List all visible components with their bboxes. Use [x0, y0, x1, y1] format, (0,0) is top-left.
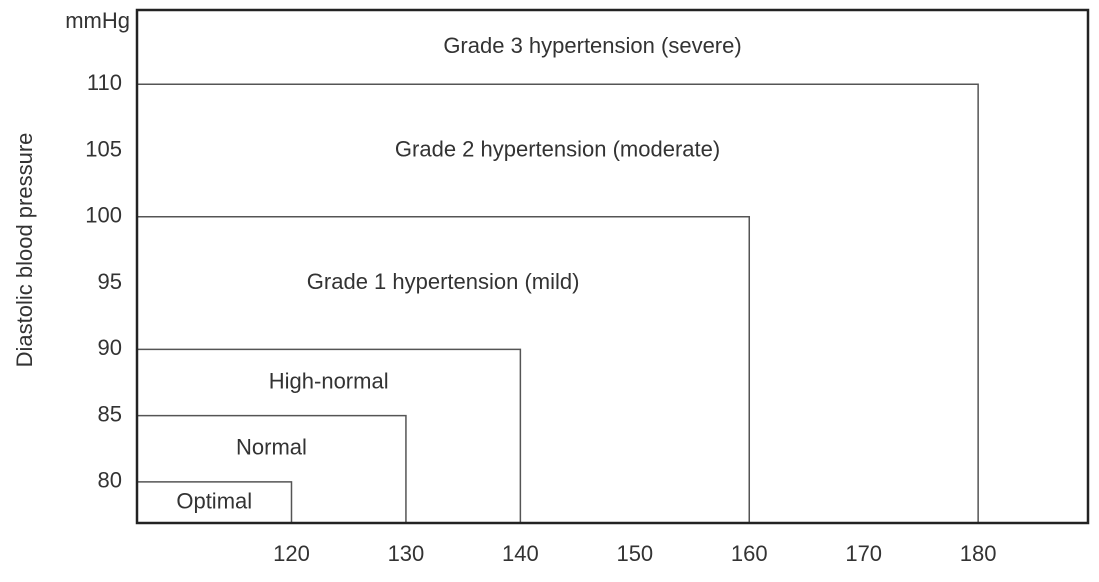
region-label: Grade 1 hypertension (mild)	[307, 269, 580, 294]
x-tick-label: 130	[388, 541, 425, 566]
y-tick-label: 90	[98, 335, 122, 360]
y-unit: mmHg	[65, 8, 130, 33]
y-tick-label: 95	[98, 269, 122, 294]
region-boundary	[137, 83, 979, 523]
region-boundary	[137, 348, 522, 523]
x-tick-label: 150	[616, 541, 653, 566]
region-boundary	[137, 216, 751, 523]
y-axis-title: Diastolic blood pressure	[12, 133, 37, 368]
region-label: Grade 2 hypertension (moderate)	[395, 136, 720, 161]
region-boundary	[137, 481, 293, 523]
region-label: Optimal	[176, 488, 252, 513]
x-tick-label: 160	[731, 541, 768, 566]
y-tick-label: 80	[98, 468, 122, 493]
x-tick-label: 120	[273, 541, 310, 566]
region-label: High-normal	[269, 368, 389, 393]
y-tick-label: 110	[87, 70, 122, 95]
region-label: Normal	[236, 435, 307, 460]
x-tick-label: 170	[845, 541, 882, 566]
x-tick-label: 180	[960, 541, 997, 566]
y-tick-label: 105	[85, 136, 122, 161]
x-tick-label: 140	[502, 541, 539, 566]
region-label: Grade 3 hypertension (severe)	[443, 33, 741, 58]
y-tick-label: 100	[85, 203, 122, 228]
plot-frame	[135, 8, 1090, 525]
region-boundary	[137, 414, 407, 523]
y-tick-label: 85	[98, 401, 122, 426]
